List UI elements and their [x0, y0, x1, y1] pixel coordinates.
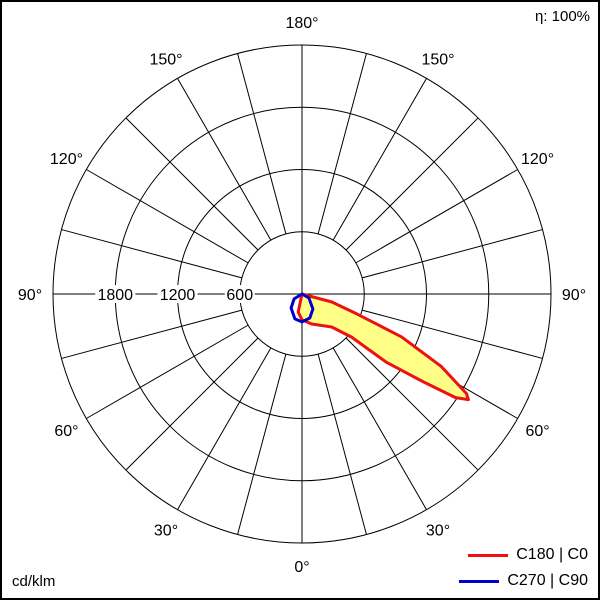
- ring-label: 600: [226, 287, 253, 304]
- legend-label: C180 | C0: [516, 546, 588, 563]
- radial-gridline: [345, 117, 479, 251]
- angle-label: 180°: [285, 15, 318, 32]
- radial-gridline: [86, 169, 249, 264]
- unit-label: cd/klm: [12, 573, 56, 590]
- efficiency-label: η: 100%: [534, 8, 590, 25]
- angle-label: 0°: [294, 559, 309, 576]
- angle-label: 90°: [562, 287, 586, 304]
- radial-gridline: [177, 347, 272, 510]
- legend-line-red: [468, 553, 509, 557]
- radial-gridline: [86, 324, 249, 419]
- angle-label: 30°: [426, 523, 450, 540]
- radial-gridline: [332, 347, 427, 510]
- ring-label-bg: [95, 285, 136, 303]
- angle-label: 60°: [54, 423, 78, 440]
- angle-label: 120°: [521, 151, 554, 168]
- radial-gridline: [345, 337, 479, 471]
- radial-gridline: [317, 353, 367, 535]
- angle-label: 150°: [421, 51, 454, 68]
- angle-label-bg: [12, 284, 50, 304]
- ring-gridline: [52, 44, 552, 544]
- radial-gridline: [237, 353, 287, 535]
- angle-label: 60°: [525, 423, 549, 440]
- radial-gridline: [361, 229, 543, 279]
- series-curve-0: [296, 292, 470, 402]
- series-curve-1: [289, 292, 315, 324]
- legend-item-c270-c90: C270 | C90: [459, 572, 588, 590]
- radial-gridline: [61, 309, 243, 359]
- radial-gridline: [361, 309, 543, 359]
- radial-gridline: [332, 78, 427, 241]
- radial-gridline: [177, 78, 272, 241]
- ring-label-bg: [224, 285, 255, 303]
- angle-label-bg: [556, 284, 594, 304]
- legend-line-blue: [459, 579, 500, 583]
- angle-label: 30°: [154, 523, 178, 540]
- angle-label: 90°: [18, 287, 42, 304]
- ring-label-bg: [157, 285, 198, 303]
- radial-gridline: [125, 117, 259, 251]
- radial-gridline: [317, 53, 367, 235]
- radial-gridline: [61, 229, 243, 279]
- radial-gridline: [237, 53, 287, 235]
- radial-gridline: [125, 337, 259, 471]
- legend-label: C270 | C90: [507, 572, 588, 589]
- radial-gridline: [355, 169, 518, 264]
- legend-item-c180-c0: C180 | C0: [468, 546, 588, 564]
- angle-label: 150°: [149, 51, 182, 68]
- ring-label: 1800: [97, 287, 133, 304]
- angle-label: 120°: [50, 151, 83, 168]
- ring-label: 1200: [160, 287, 196, 304]
